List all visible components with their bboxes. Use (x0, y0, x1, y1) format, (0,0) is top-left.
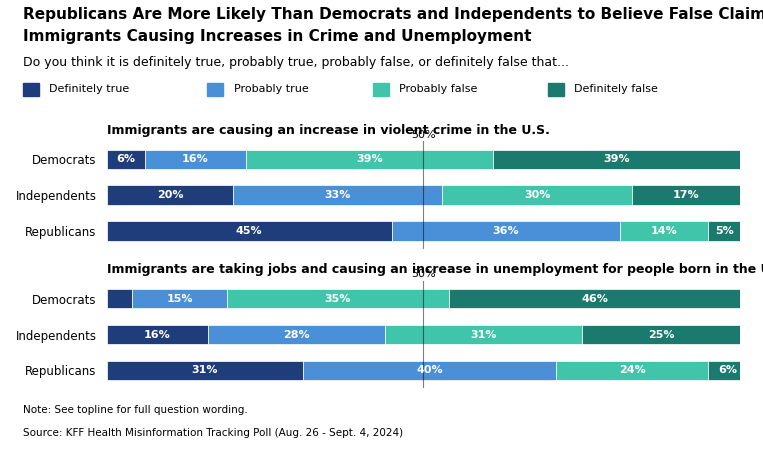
Text: 30%: 30% (524, 190, 551, 200)
Bar (443, 185, 633, 205)
Bar (132, 289, 227, 308)
Text: 35%: 35% (325, 294, 351, 304)
Bar (633, 185, 740, 205)
Text: 14%: 14% (651, 226, 678, 236)
Text: 45%: 45% (236, 226, 262, 236)
Text: 39%: 39% (356, 154, 383, 164)
Text: 5%: 5% (715, 226, 734, 236)
Bar (233, 185, 443, 205)
Text: 40%: 40% (417, 365, 443, 375)
Text: 16%: 16% (182, 154, 209, 164)
Text: 31%: 31% (470, 330, 497, 339)
Bar (556, 361, 709, 380)
Text: Republicans Are More Likely Than Democrats and Independents to Believe False Cla: Republicans Are More Likely Than Democra… (23, 7, 763, 22)
Text: Immigrants Causing Increases in Crime and Unemployment: Immigrants Causing Increases in Crime an… (23, 29, 531, 44)
Text: Immigrants are taking jobs and causing an increase in unemployment for people bo: Immigrants are taking jobs and causing a… (107, 263, 763, 276)
Text: 31%: 31% (192, 365, 218, 375)
Bar (709, 221, 740, 241)
Bar (620, 221, 709, 241)
Text: Probably true: Probably true (233, 84, 308, 94)
Bar (227, 289, 449, 308)
Text: 17%: 17% (673, 190, 700, 200)
Text: Immigrants are causing an increase in violent crime in the U.S.: Immigrants are causing an increase in vi… (107, 124, 549, 137)
Bar (107, 150, 145, 169)
Bar (303, 361, 556, 380)
Text: 39%: 39% (604, 154, 630, 164)
Text: 6%: 6% (116, 154, 135, 164)
Text: Definitely true: Definitely true (50, 84, 130, 94)
Bar (208, 325, 385, 344)
Bar (145, 150, 246, 169)
Bar (107, 289, 132, 308)
Text: 24%: 24% (619, 365, 645, 375)
Text: 20%: 20% (157, 190, 183, 200)
Text: 50%: 50% (411, 269, 436, 279)
Bar (107, 185, 233, 205)
Bar (709, 361, 746, 380)
Bar (107, 361, 303, 380)
Bar (548, 83, 564, 96)
Bar (23, 83, 39, 96)
Text: Do you think it is definitely true, probably true, probably false, or definitely: Do you think it is definitely true, prob… (23, 56, 569, 69)
Bar (373, 83, 388, 96)
Text: 50%: 50% (411, 130, 436, 140)
Text: 25%: 25% (648, 330, 674, 339)
Bar (385, 325, 581, 344)
Bar (493, 150, 740, 169)
Text: Probably false: Probably false (400, 84, 478, 94)
Text: 33%: 33% (325, 190, 351, 200)
Text: Source: KFF Health Misinformation Tracking Poll (Aug. 26 - Sept. 4, 2024): Source: KFF Health Misinformation Tracki… (23, 428, 403, 438)
Bar (107, 325, 208, 344)
Bar (107, 221, 392, 241)
Text: Note: See topline for full question wording.: Note: See topline for full question word… (23, 405, 248, 415)
Text: 46%: 46% (581, 294, 608, 304)
Text: 15%: 15% (166, 294, 193, 304)
Text: 28%: 28% (284, 330, 310, 339)
Text: Definitely false: Definitely false (575, 84, 658, 94)
Bar (449, 289, 740, 308)
Bar (392, 221, 620, 241)
Text: 6%: 6% (718, 365, 737, 375)
Text: 36%: 36% (492, 226, 519, 236)
Bar (582, 325, 740, 344)
Bar (246, 150, 493, 169)
Text: 16%: 16% (144, 330, 171, 339)
Bar (208, 83, 223, 96)
